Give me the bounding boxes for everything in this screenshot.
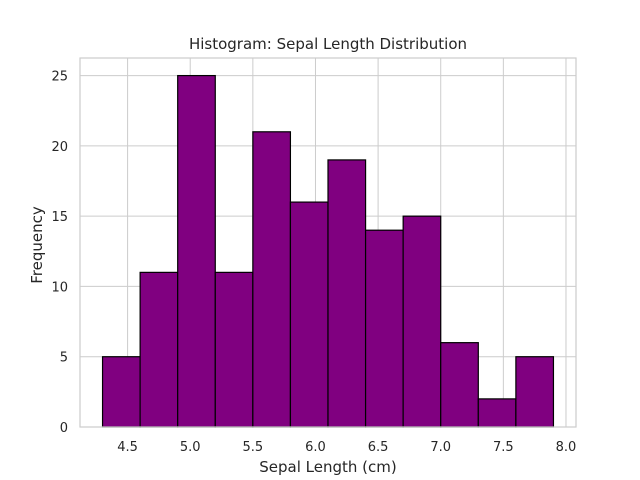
x-tick-label: 8.0 <box>556 440 577 455</box>
y-tick-label: 15 <box>51 210 68 225</box>
x-axis-ticks: 4.5 5.0 5.5 6.0 6.5 7.0 7.5 8.0 <box>117 440 576 455</box>
y-axis-label: Frequency <box>28 206 46 284</box>
histogram-bar <box>515 356 555 428</box>
x-tick-label: 6.5 <box>368 440 389 455</box>
plot-area <box>79 57 577 428</box>
plot-frame <box>79 57 577 428</box>
y-axis-ticks: 0 5 10 15 20 25 <box>51 70 68 436</box>
histogram-bar <box>364 229 404 428</box>
y-tick-label: 10 <box>51 280 68 295</box>
x-tick-label: 7.0 <box>430 440 451 455</box>
histogram-bar <box>289 201 329 428</box>
chart-title: Histogram: Sepal Length Distribution <box>189 35 467 53</box>
histogram-bar <box>327 159 367 428</box>
y-tick-label: 20 <box>51 140 68 155</box>
x-tick-label: 5.5 <box>243 440 264 455</box>
y-tick-label: 0 <box>60 421 68 436</box>
x-axis-label: Sepal Length (cm) <box>259 458 396 476</box>
y-tick-label: 25 <box>51 70 68 85</box>
x-tick-label: 7.5 <box>493 440 514 455</box>
x-tick-label: 6.0 <box>305 440 326 455</box>
histogram-bar <box>440 342 479 428</box>
histogram-bar <box>477 398 517 428</box>
histogram-bar <box>252 131 292 428</box>
histogram-bar <box>214 271 254 428</box>
histogram-bar <box>139 271 179 428</box>
bars <box>101 74 555 428</box>
histogram-bar <box>402 215 442 428</box>
y-tick-label: 5 <box>60 351 68 366</box>
histogram-bar <box>177 74 216 428</box>
x-tick-label: 4.5 <box>117 440 138 455</box>
histogram-bar <box>101 356 141 428</box>
x-tick-label: 5.0 <box>180 440 201 455</box>
